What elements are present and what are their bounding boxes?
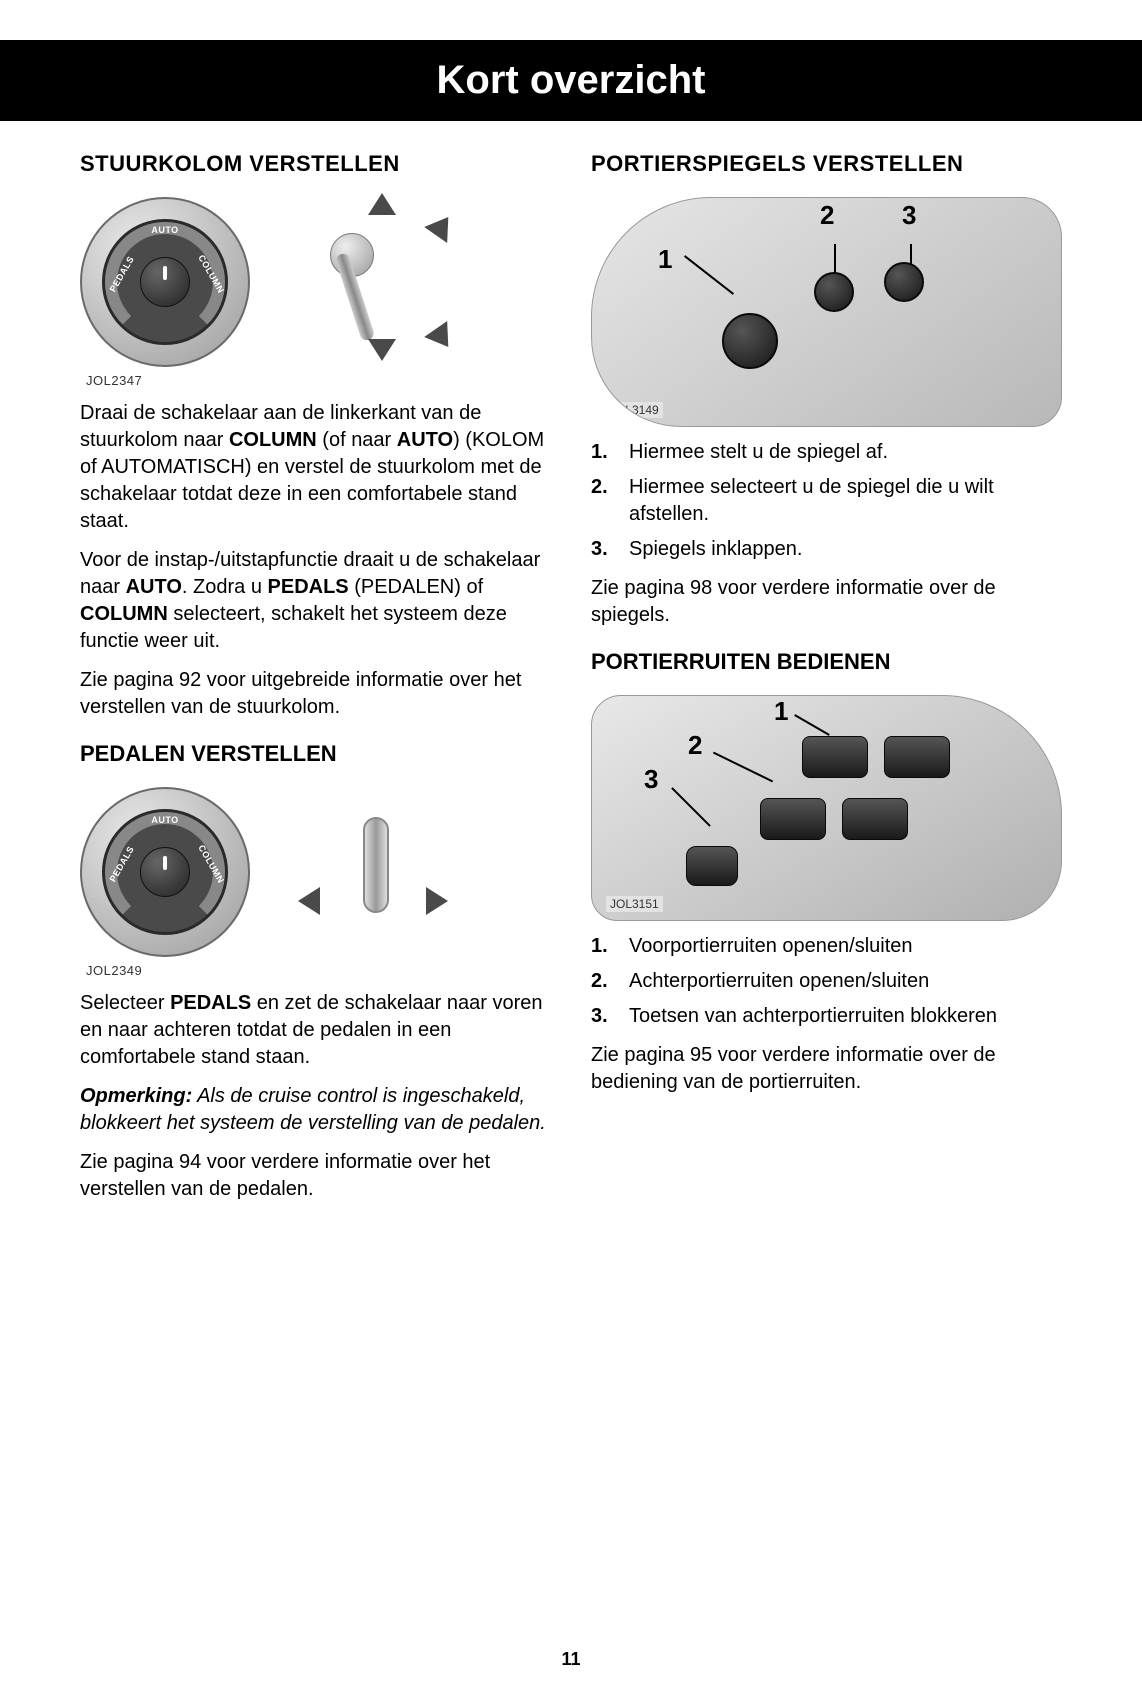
figure-windows: 1 2 3 JOL3151: [591, 695, 1062, 921]
right-column: PORTIERSPIEGELS VERSTELLEN 1 2 3 JOL3149…: [591, 141, 1062, 1215]
arrow-left-icon: [298, 887, 320, 915]
para-steering-3: Zie pagina 92 voor uitgebreide informati…: [80, 667, 551, 721]
list-item: 1.Voorportierruiten openen/sluiten: [591, 933, 1062, 960]
para-mirrors-1: Zie pagina 98 voor verdere informatie ov…: [591, 575, 1062, 629]
callout-1: 1: [658, 244, 672, 275]
heading-steering-column: STUURKOLOM VERSTELLEN: [80, 151, 551, 177]
list-item: 3.Toetsen van achterportierruiten blokke…: [591, 1003, 1062, 1030]
figure-pedals: AUTO PEDALS COLUMN: [80, 787, 551, 957]
mirror-list: 1.Hiermee stelt u de spiegel af. 2.Hierm…: [591, 439, 1062, 563]
window-lock-button: [686, 846, 738, 886]
para-windows-1: Zie pagina 95 voor verdere informatie ov…: [591, 1042, 1062, 1096]
window-button: [842, 798, 908, 840]
page-title: Kort overzicht: [437, 58, 706, 102]
dial-label-auto: AUTO: [151, 225, 178, 235]
window-button: [884, 736, 950, 778]
mirror-panel-illustration: 1 2 3 JOL3149: [591, 197, 1062, 427]
page-number: 11: [0, 1649, 1142, 1670]
para-steering-1: Draai de schakelaar aan de linkerkant va…: [80, 400, 551, 535]
pedal-lever-illustration: [268, 787, 478, 957]
callout-line: [684, 255, 734, 295]
arrow-down-icon: [368, 339, 396, 361]
window-button: [760, 798, 826, 840]
figure-caption-jol2347: JOL2347: [86, 373, 551, 388]
mirror-select-right: [884, 262, 924, 302]
figure-mirrors: 1 2 3 JOL3149: [591, 197, 1062, 427]
list-item: 2.Achterportierruiten openen/sluiten: [591, 968, 1062, 995]
dial-illustration-2: AUTO PEDALS COLUMN: [80, 787, 250, 957]
arrow-downright-icon: [424, 321, 460, 355]
heading-mirrors: PORTIERSPIEGELS VERSTELLEN: [591, 151, 1062, 177]
list-item: 3.Spiegels inklappen.: [591, 536, 1062, 563]
note-pedals: Opmerking: Als de cruise control is inge…: [80, 1083, 551, 1137]
page-title-bar: Kort overzicht: [0, 40, 1142, 121]
window-panel-illustration: 1 2 3 JOL3151: [591, 695, 1062, 921]
window-button: [802, 736, 868, 778]
para-pedals-2: Zie pagina 94 voor verdere informatie ov…: [80, 1149, 551, 1203]
callout-line: [794, 714, 830, 736]
para-pedals-1: Selecteer PEDALS en zet de schakelaar na…: [80, 990, 551, 1071]
para-steering-2: Voor de instap-/uitstapfunctie draait u …: [80, 547, 551, 655]
figure-caption-jol2349: JOL2349: [86, 963, 551, 978]
heading-pedals: PEDALEN VERSTELLEN: [80, 741, 551, 767]
list-item: 1.Hiermee stelt u de spiegel af.: [591, 439, 1062, 466]
arrow-up-icon: [368, 193, 396, 215]
dial-illustration: AUTO PEDALS COLUMN: [80, 197, 250, 367]
mirror-joystick: [722, 313, 778, 369]
callout-2b: 2: [688, 730, 702, 761]
manual-page: Kort overzicht STUURKOLOM VERSTELLEN AUT…: [0, 40, 1142, 1694]
callout-line: [713, 752, 773, 783]
callout-line: [671, 787, 711, 827]
callout-2: 2: [820, 200, 834, 231]
list-item: 2.Hiermee selecteert u de spiegel die u …: [591, 474, 1062, 528]
callout-1b: 1: [774, 696, 788, 727]
figure-steering-column: AUTO PEDALS COLUMN: [80, 197, 551, 367]
mirror-select-left: [814, 272, 854, 312]
content-columns: STUURKOLOM VERSTELLEN AUTO PEDALS COLUMN: [0, 121, 1142, 1215]
arrow-upright-icon: [424, 209, 460, 243]
callout-3b: 3: [644, 764, 658, 795]
callout-3: 3: [902, 200, 916, 231]
figure-pedals-box: AUTO PEDALS COLUMN: [80, 787, 551, 957]
window-list: 1.Voorportierruiten openen/sluiten 2.Ach…: [591, 933, 1062, 1030]
heading-windows: PORTIERRUITEN BEDIENEN: [591, 649, 1062, 675]
lever-illustration: [268, 197, 478, 367]
figure-caption-jol3151: JOL3151: [606, 896, 663, 912]
left-column: STUURKOLOM VERSTELLEN AUTO PEDALS COLUMN: [80, 141, 551, 1215]
figure-steering-column-box: AUTO PEDALS COLUMN: [80, 197, 551, 367]
dial-label-auto-2: AUTO: [151, 815, 178, 825]
arrow-right-icon: [426, 887, 448, 915]
figure-caption-jol3149: JOL3149: [606, 402, 663, 418]
